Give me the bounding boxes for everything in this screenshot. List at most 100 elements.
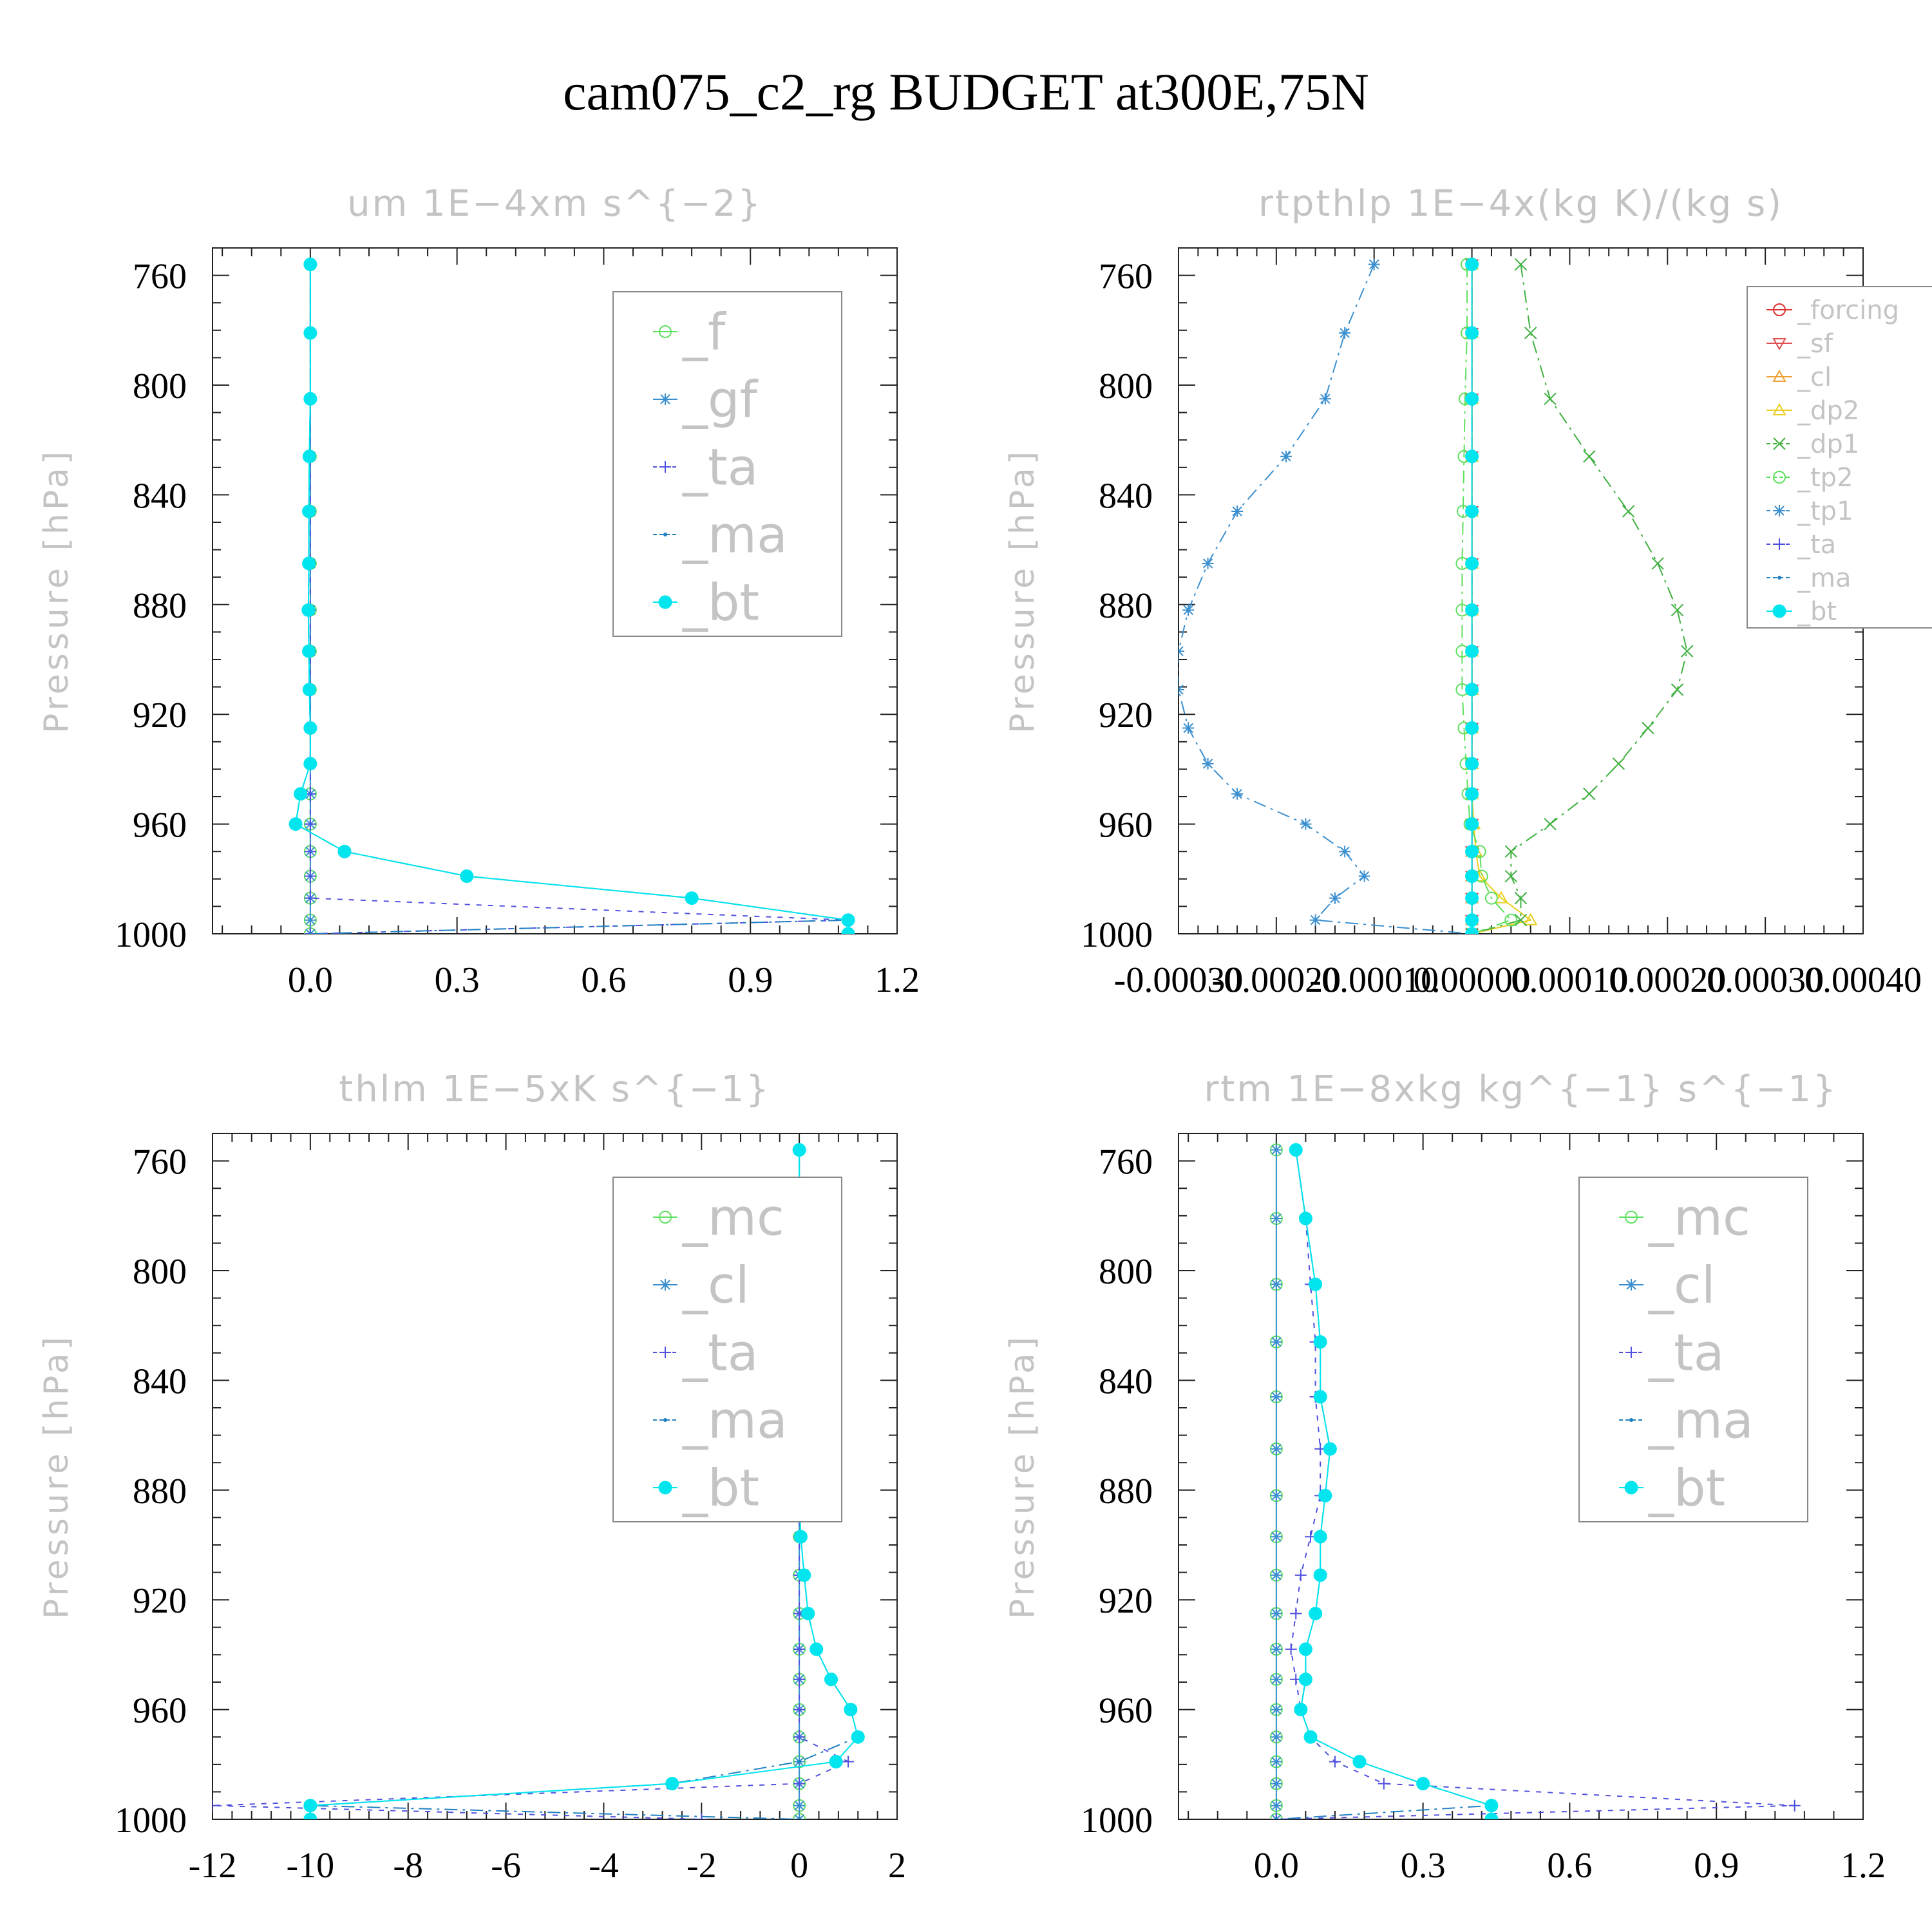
data-point	[793, 1530, 808, 1544]
series-group	[1179, 257, 1694, 934]
data-point	[1465, 603, 1479, 617]
data-point	[842, 1756, 855, 1768]
x-tick-label: -0.00030	[1114, 960, 1244, 1000]
data-point	[1651, 557, 1664, 570]
data-point	[1319, 393, 1331, 405]
data-point	[824, 1672, 838, 1687]
legend-box	[612, 291, 842, 637]
plot-panel-4: rtm 1E−8xkg kg^{−1} s^{−1} Pressure [hPa]…	[1003, 1068, 1886, 1886]
data-point	[1788, 1799, 1801, 1812]
data-point	[1583, 450, 1596, 463]
plots-container: um 1E−4xm s^{−2} Pressure [hPa] 760 800 840 8…	[37, 183, 1932, 1886]
data-point	[841, 913, 855, 927]
legend: _f _gf _ta _ma _bt	[612, 291, 842, 637]
data-point	[797, 1568, 811, 1582]
y-tick-label: 760	[133, 1142, 187, 1182]
data-point	[1465, 927, 1479, 934]
data-point	[1270, 1799, 1282, 1812]
legend-marker	[1772, 402, 1786, 415]
data-point	[1465, 891, 1479, 905]
legend-marker	[659, 393, 671, 405]
legend-label: _ta	[1797, 530, 1836, 560]
panel-title: rtm 1E−8xkg kg^{−1} s^{−1}	[1204, 1068, 1837, 1110]
data-point	[793, 1673, 806, 1685]
data-point	[1378, 1777, 1390, 1790]
data-point	[1202, 557, 1214, 569]
data-point	[1504, 869, 1518, 883]
y-tick-label: 960	[1099, 1691, 1153, 1731]
data-point	[1289, 1143, 1303, 1157]
legend-marker	[1777, 576, 1781, 580]
y-axis-label: Pressure [hPa]	[37, 1334, 76, 1619]
y-tick-label: 840	[133, 1361, 187, 1401]
data-point	[460, 869, 474, 884]
legend-marker	[658, 1481, 672, 1495]
x-tick-label: 0.00010	[1511, 960, 1628, 1000]
x-tick-label: -0.00010	[1309, 960, 1439, 1000]
data-point	[793, 1643, 806, 1655]
x-tick-label: -10	[287, 1846, 335, 1886]
data-point	[1329, 892, 1341, 904]
data-point	[1416, 1777, 1430, 1791]
x-tick-label: -8	[393, 1846, 423, 1886]
data-point	[1318, 1488, 1332, 1502]
data-point	[1182, 604, 1195, 616]
y-tick-label: 760	[133, 257, 187, 297]
data-point	[1270, 1531, 1282, 1543]
y-tick-label: 880	[1099, 586, 1153, 626]
legend-label: _cl	[1648, 1256, 1716, 1314]
data-point	[1465, 504, 1479, 518]
data-point	[1298, 1672, 1312, 1687]
legend-label: _bt	[1797, 597, 1837, 627]
data-point	[1270, 1703, 1282, 1716]
plot-frame	[212, 1133, 898, 1820]
data-point	[1465, 683, 1479, 697]
legend-label: _ma	[682, 506, 788, 564]
legend-label: _sf	[1797, 329, 1833, 359]
legend-label: _cl	[1797, 363, 1832, 392]
x-tick-label: 0.3	[435, 960, 480, 1000]
data-point	[1274, 1817, 1278, 1819]
x-tick-label: 0.00030	[1707, 960, 1824, 1000]
data-point	[1303, 1730, 1318, 1744]
x-tick-label: 0.9	[728, 960, 773, 1000]
data-point	[793, 1777, 806, 1790]
plot-panel-1: um 1E−4xm s^{−2} Pressure [hPa] 760 800 840 8…	[37, 183, 920, 1000]
series-line-bt	[1295, 1150, 1492, 1819]
data-point	[301, 603, 316, 617]
legend-label: _bt	[682, 1459, 759, 1517]
x-tick-label: 0.6	[1547, 1846, 1592, 1886]
data-point	[1465, 721, 1479, 735]
data-point	[303, 757, 317, 771]
data-point	[1294, 1703, 1308, 1717]
x-tick-label: -2	[687, 1846, 717, 1886]
data-point	[829, 1755, 843, 1769]
data-point	[1524, 327, 1537, 339]
data-point	[1313, 1335, 1327, 1349]
legend-marker	[659, 1211, 672, 1224]
data-point	[1270, 1643, 1282, 1655]
legend-marker	[1624, 1481, 1638, 1495]
x-tick-label: 1.2	[1841, 1846, 1886, 1886]
x-tick-label: 0.6	[581, 960, 626, 1000]
series-line-tp1	[1179, 264, 1472, 934]
data-point	[304, 818, 316, 830]
legend-marker	[659, 1279, 671, 1291]
data-point	[1270, 1814, 1282, 1819]
data-point	[304, 870, 316, 882]
data-point	[1465, 913, 1479, 927]
legend-label: _cl	[682, 1256, 750, 1314]
data-point	[1270, 1336, 1282, 1348]
data-point	[302, 683, 316, 697]
legend-marker	[1772, 338, 1786, 351]
data-point	[1309, 914, 1321, 926]
y-tick-label: 800	[133, 1252, 187, 1292]
legend-label: _ta	[682, 1324, 758, 1382]
data-point	[303, 258, 317, 272]
legend: _mc _cl _ta _ma _bt	[612, 1177, 842, 1522]
data-point	[302, 644, 316, 658]
y-tick-label: 840	[133, 476, 187, 516]
data-point	[696, 1814, 708, 1819]
data-point	[1465, 644, 1479, 658]
legend-label: _ma	[1648, 1392, 1754, 1450]
